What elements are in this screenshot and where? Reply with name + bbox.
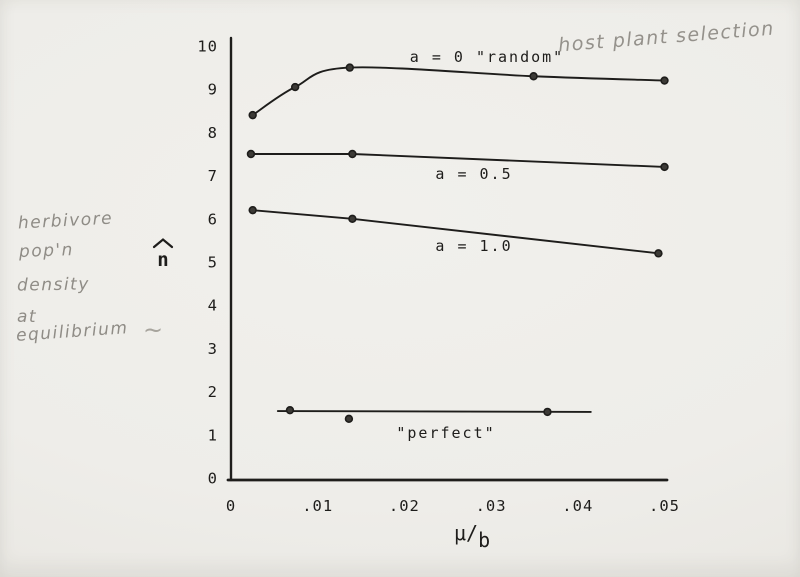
y-axis-label-hat bbox=[152, 238, 174, 249]
x-axis-label: μ/b bbox=[454, 521, 490, 552]
x-tick-label: .03 bbox=[476, 497, 507, 515]
pencil-squiggle-mark: ~ bbox=[143, 316, 165, 344]
x-tick-label: .01 bbox=[302, 497, 333, 515]
data-point-marker-a-0-random bbox=[290, 82, 300, 92]
y-tick-label: 0 bbox=[208, 470, 218, 488]
data-point-marker-perfect bbox=[285, 405, 295, 415]
y-tick-label: 9 bbox=[208, 81, 218, 99]
data-point-marker-perfect bbox=[344, 414, 354, 424]
y-tick-label: 10 bbox=[197, 38, 218, 56]
series-label-a-0.5: a = 0.5 bbox=[435, 165, 512, 183]
data-point-marker-a-1.0 bbox=[654, 249, 663, 258]
handwritten-note-line: density bbox=[16, 274, 91, 296]
handwritten-note-line: herbivore bbox=[17, 208, 114, 234]
y-tick-label: 8 bbox=[208, 124, 218, 142]
y-tick-label: 1 bbox=[208, 426, 218, 444]
data-point-marker-a-0.5 bbox=[348, 149, 357, 159]
x-tick-label: 0 bbox=[226, 497, 236, 515]
y-tick-label: 3 bbox=[208, 340, 218, 358]
y-tick-label: 2 bbox=[208, 383, 218, 401]
y-tick-label: 6 bbox=[208, 210, 218, 228]
series-label-a-1.0: a = 1.0 bbox=[435, 237, 512, 255]
x-tick-label: .02 bbox=[389, 497, 420, 515]
data-point-marker-a-0.5 bbox=[660, 162, 669, 172]
y-tick-label: 7 bbox=[208, 167, 218, 185]
y-tick-label: 4 bbox=[208, 297, 218, 315]
data-point-marker-a-1.0 bbox=[348, 214, 357, 224]
handwritten-note-line: pop'n bbox=[18, 240, 75, 262]
data-point-marker-a-0-random bbox=[529, 72, 538, 81]
data-point-marker-a-0-random bbox=[248, 110, 257, 120]
data-point-marker-a-0.5 bbox=[246, 149, 256, 159]
series-line-perfect bbox=[276, 410, 592, 413]
data-point-marker-perfect bbox=[543, 407, 552, 417]
series-label-perfect: "perfect" bbox=[396, 424, 495, 442]
series-label-a-0-random: a = 0 "random" bbox=[410, 48, 564, 66]
handwritten-note-line: at bbox=[17, 307, 38, 327]
data-point-marker-a-0-random bbox=[345, 63, 354, 72]
y-axis-label: n bbox=[157, 249, 168, 271]
x-tick-label: .05 bbox=[649, 497, 680, 515]
data-point-marker-a-1.0 bbox=[248, 205, 257, 215]
series-line-a-0-random bbox=[251, 66, 666, 117]
data-point-marker-a-0-random bbox=[660, 76, 669, 85]
x-tick-label: .04 bbox=[562, 497, 593, 515]
y-tick-label: 5 bbox=[208, 254, 218, 272]
